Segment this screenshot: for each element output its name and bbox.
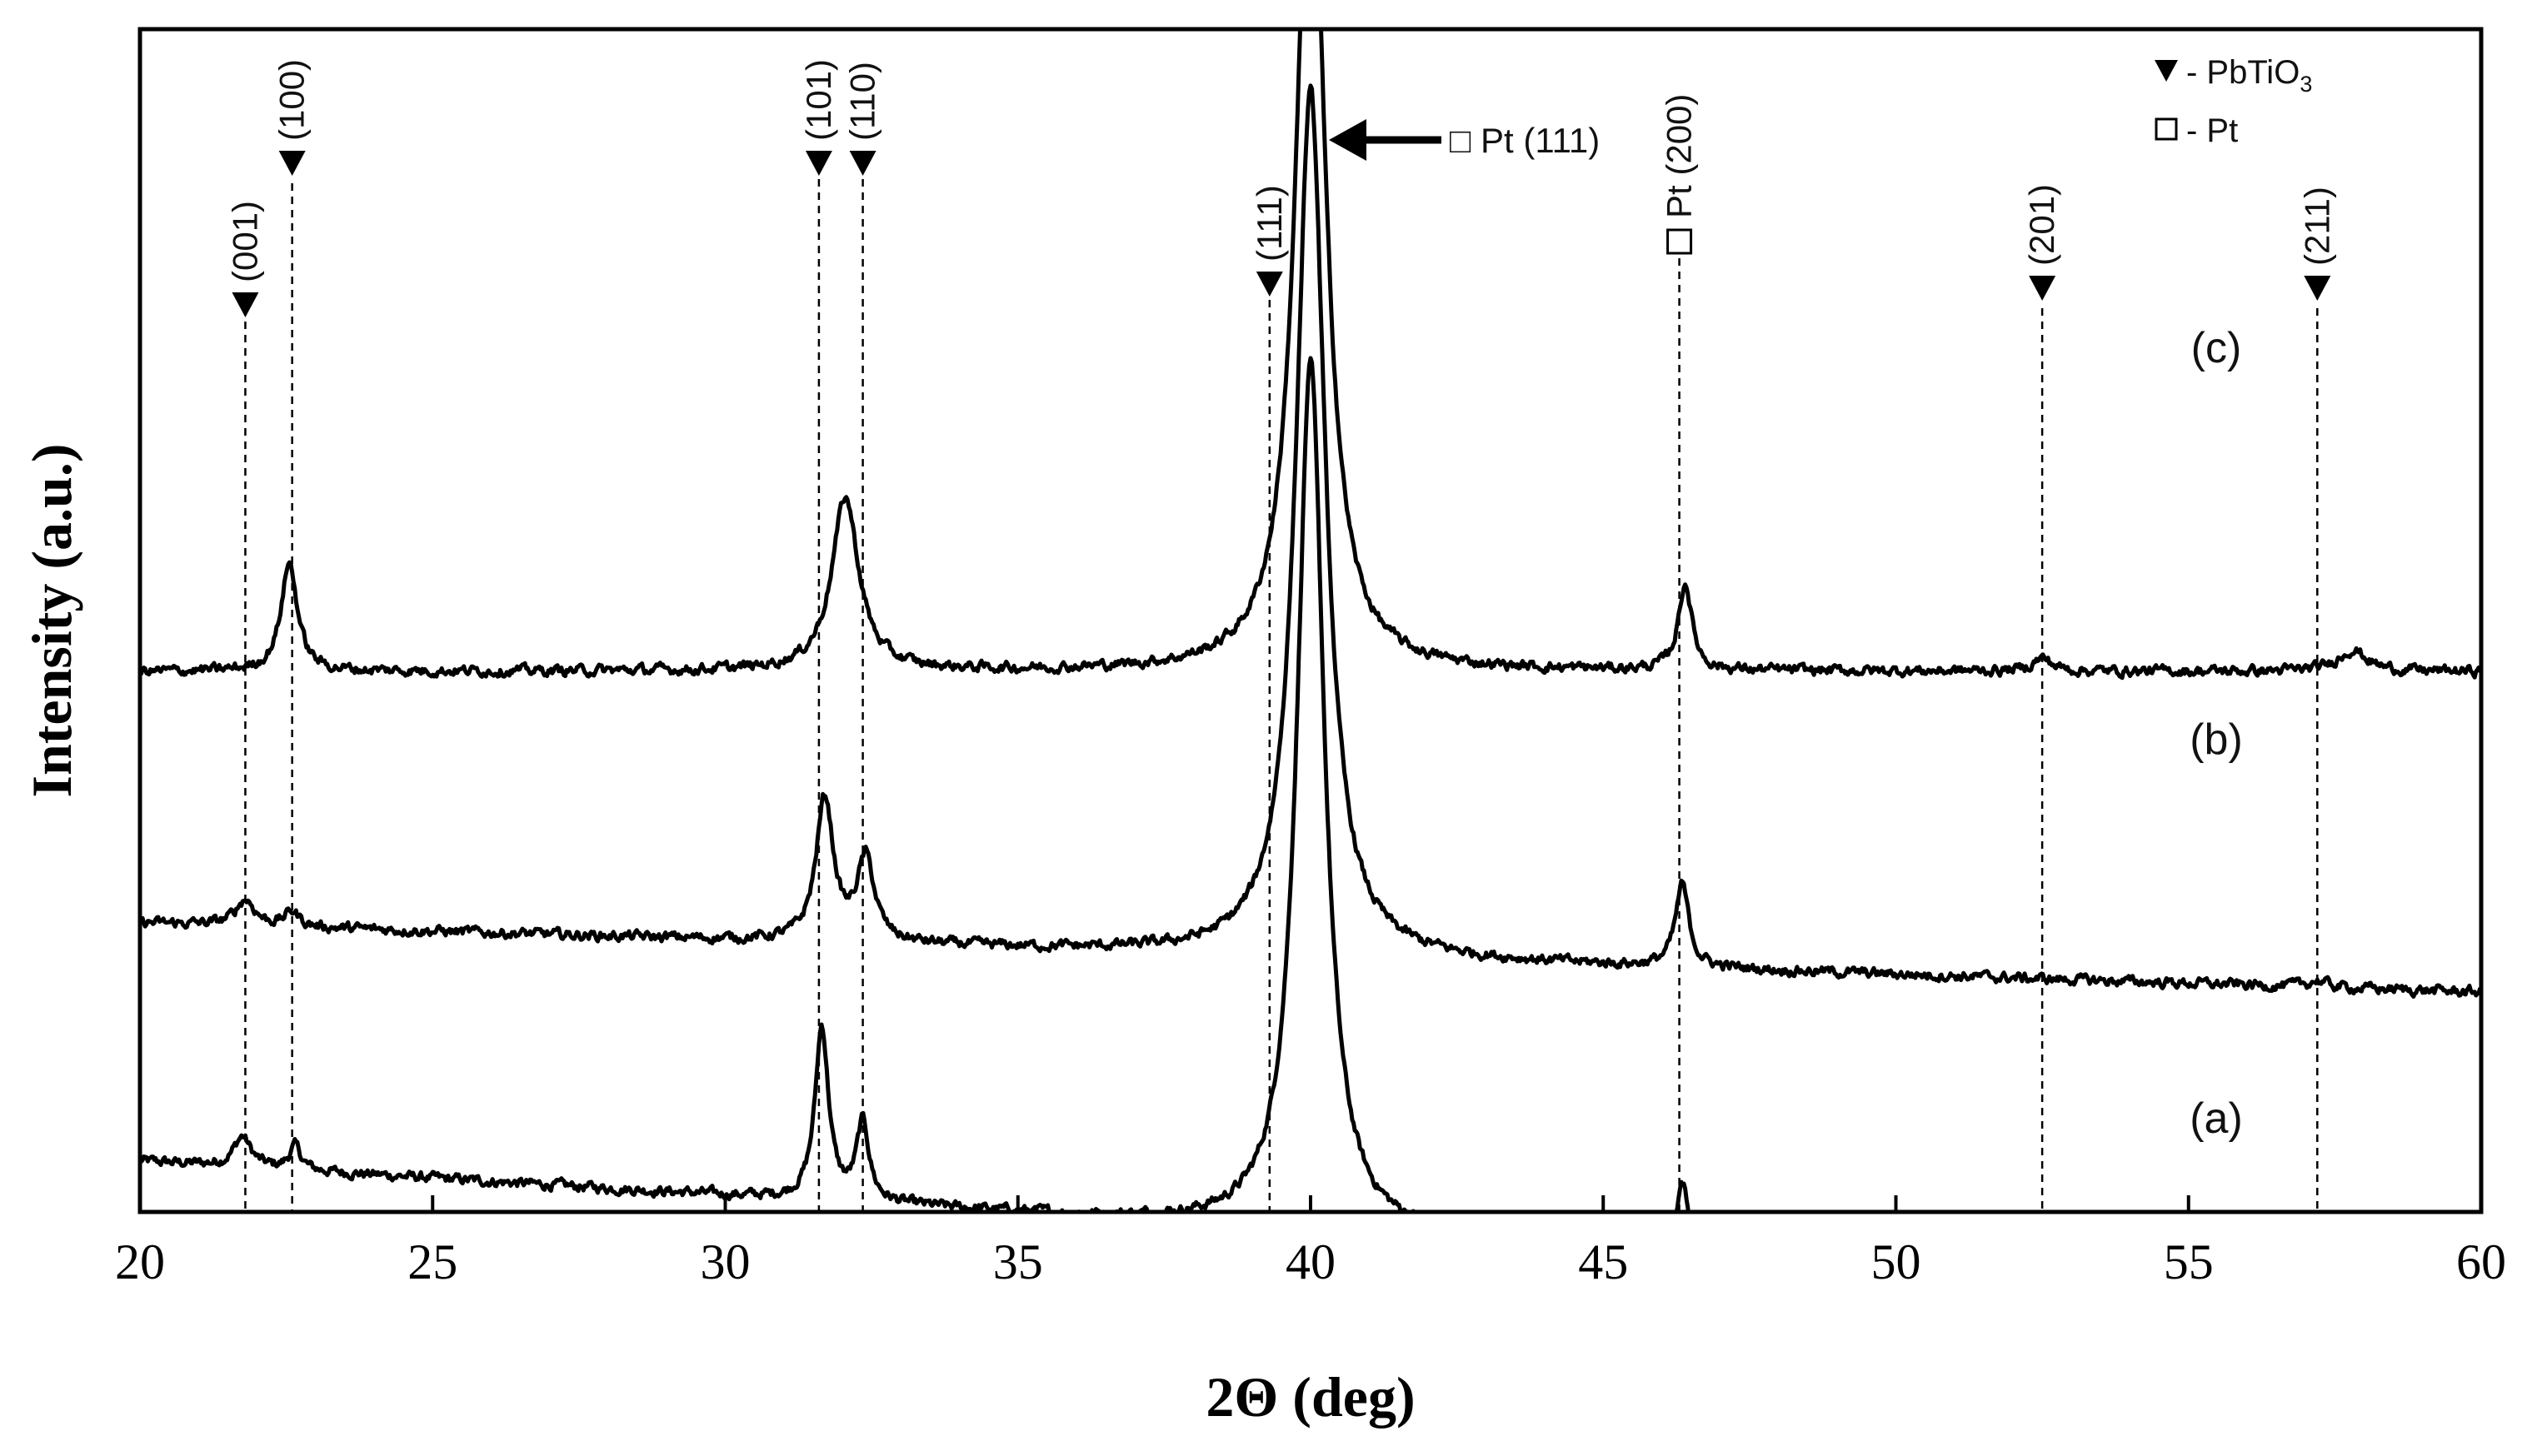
reference-marker-111: (111) [1250, 185, 1289, 297]
reference-marker-101: (101) [799, 59, 838, 176]
triangle-marker-icon [2029, 276, 2056, 301]
x-axis-title: 2Θ (deg) [1206, 1365, 1415, 1429]
series-label-c: (c) [2191, 324, 2242, 372]
x-tick-label: 60 [2456, 1234, 2506, 1289]
reference-label: (211) [2297, 187, 2336, 266]
reference-marker-001: (001) [225, 201, 264, 317]
reference-label: (201) [2022, 184, 2061, 266]
series-label-b: (b) [2190, 716, 2243, 764]
y-axis-title: Intensity (a.u.) [20, 443, 83, 797]
legend-triangle-icon [2155, 60, 2178, 82]
reference-marker-100: (100) [272, 59, 312, 176]
reference-label: (111) [1250, 185, 1289, 262]
reference-marker-Pt200: Pt (200) [1660, 94, 1699, 255]
arrow-left-icon [1329, 119, 1366, 161]
series-line-a [140, 356, 1690, 1212]
triangle-marker-icon [232, 292, 259, 317]
reference-label: (101) [799, 59, 838, 141]
x-tick-label: 25 [407, 1234, 457, 1289]
pt-square-icon [1666, 228, 1693, 255]
triangle-marker-icon [805, 151, 832, 176]
triangle-marker-icon [2304, 276, 2331, 301]
pt111-arrow: □ Pt (111) [1329, 119, 1600, 161]
reference-label: (110) [843, 62, 882, 141]
series-label-a: (a) [2190, 1094, 2243, 1143]
reference-label: (001) [225, 201, 264, 282]
reference-marker-110: (110) [843, 62, 882, 176]
legend-label: - Pt [2186, 112, 2238, 149]
pt111-label: □ Pt (111) [1450, 121, 1600, 160]
reference-marker-201: (201) [2022, 184, 2061, 301]
x-tick-label: 35 [993, 1234, 1043, 1289]
reference-marker-211: (211) [2297, 187, 2336, 301]
triangle-marker-icon [1256, 272, 1283, 297]
x-tick-label: 20 [115, 1234, 165, 1289]
x-tick-label: 55 [2164, 1234, 2214, 1289]
x-tick-label: 45 [1578, 1234, 1628, 1289]
triangle-marker-icon [849, 151, 876, 176]
legend-square-icon [2155, 117, 2178, 141]
plot-area-frame [137, 27, 2484, 1214]
series-line-b [140, 83, 2481, 999]
legend: - PbTiO3 - Pt [2155, 54, 2312, 149]
legend-label: - PbTiO3 [2186, 54, 2312, 97]
x-tick-label: 30 [701, 1234, 751, 1289]
x-tick-label: 40 [1286, 1234, 1336, 1289]
reference-label: (100) [272, 59, 312, 141]
series-line-c [140, 29, 2481, 681]
triangle-marker-icon [278, 151, 306, 176]
x-tick-label: 50 [1871, 1234, 1921, 1289]
reference-label: Pt (200) [1660, 94, 1699, 218]
